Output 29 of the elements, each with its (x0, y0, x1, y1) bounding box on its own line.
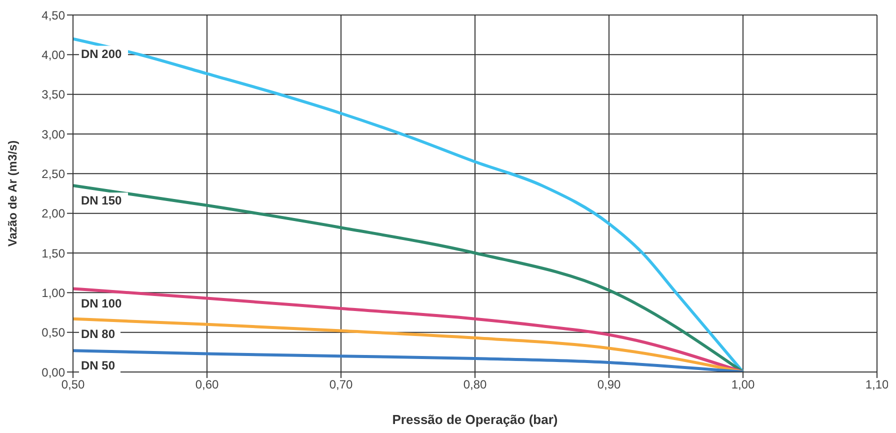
y-axis-title: Vazão de Ar (m3/s) (5, 140, 20, 247)
y-tick-label: 1,00 (42, 286, 66, 300)
series-label: DN 100 (81, 296, 122, 311)
series-label: DN 200 (81, 46, 122, 61)
x-tick-label: 0,80 (463, 378, 487, 392)
x-tick-label: 0,60 (195, 378, 219, 392)
line-series (73, 37, 744, 372)
series-label: DN 50 (81, 358, 116, 373)
y-tick-label: 3,00 (42, 127, 66, 142)
y-tick-label: 4,00 (42, 48, 66, 62)
x-axis-title: Pressão de Operação (bar) (392, 412, 558, 427)
line-series (73, 349, 744, 372)
y-tick-label: 0,50 (42, 326, 66, 340)
x-tick-label: 0,90 (597, 378, 621, 392)
x-tick-label: 0,70 (329, 378, 353, 392)
line-series (73, 287, 744, 372)
y-tick-label: 2,50 (42, 166, 66, 181)
y-tick-label: 0,00 (42, 365, 66, 380)
y-tick-label: 2,00 (42, 206, 66, 221)
series-label: DN 80 (81, 326, 116, 341)
y-tick-label: 4,50 (42, 8, 66, 22)
line-series (73, 184, 744, 372)
y-tick-label: 3,50 (42, 88, 66, 102)
x-tick-label: 1,00 (731, 378, 755, 392)
y-tick-label: 1,50 (42, 246, 66, 260)
x-tick-label: 0,50 (61, 378, 85, 392)
x-tick-label: 1,10 (865, 378, 889, 392)
series-label: DN 150 (81, 194, 122, 208)
line-series (73, 317, 744, 372)
